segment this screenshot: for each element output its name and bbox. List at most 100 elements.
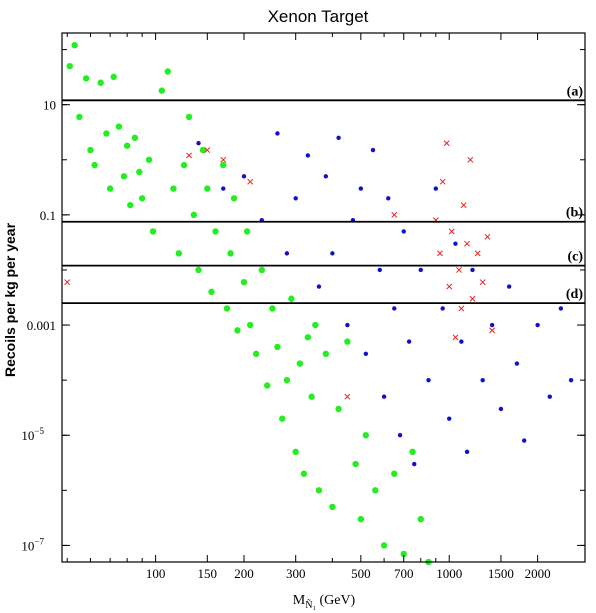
- x-tick-label: 300: [286, 566, 306, 581]
- green-point: [120, 173, 128, 180]
- blue-point: [426, 377, 431, 383]
- green-point: [66, 62, 73, 70]
- x-tick-label: 500: [351, 566, 371, 581]
- green-point: [131, 134, 139, 142]
- green-point: [296, 360, 304, 367]
- green-point: [344, 338, 351, 345]
- red-x-point: [344, 393, 351, 400]
- green-point: [195, 266, 202, 274]
- green-point: [158, 87, 166, 94]
- blue-point: [293, 196, 298, 201]
- blue-point: [464, 449, 470, 455]
- blue-point: [345, 322, 350, 328]
- blue-point: [323, 174, 329, 179]
- green-point: [190, 211, 198, 219]
- blue-point: [470, 267, 475, 273]
- red-x-point: [479, 279, 486, 286]
- green-point: [180, 161, 188, 169]
- green-point: [322, 350, 330, 358]
- x-tick-label: 1500: [488, 566, 514, 581]
- red-x-point: [247, 178, 254, 185]
- blue-point: [418, 267, 423, 273]
- green-point: [175, 250, 183, 257]
- blue-point: [535, 322, 540, 328]
- red-x-point: [443, 140, 450, 147]
- blue-point: [440, 306, 445, 311]
- blue-point: [284, 251, 290, 256]
- blue-point: [514, 361, 520, 366]
- blue-point: [568, 377, 574, 383]
- blue-point: [316, 284, 322, 289]
- green-point: [400, 550, 407, 558]
- green-point: [208, 288, 215, 296]
- red-x-point: [484, 233, 491, 240]
- red-x-point: [460, 202, 467, 209]
- green-point: [76, 113, 83, 121]
- x-axis-label-unit: (GeV): [319, 593, 355, 608]
- green-point: [220, 161, 227, 169]
- red-x-point: [469, 295, 476, 302]
- blue-point: [336, 135, 341, 141]
- blue-point: [370, 147, 376, 153]
- red-x-point: [446, 283, 453, 290]
- green-point: [417, 515, 424, 523]
- x-tick-label: 200: [234, 566, 254, 581]
- green-point: [308, 393, 315, 400]
- blue-point: [521, 438, 527, 443]
- x-axis-label-main: M: [293, 593, 306, 608]
- blue-point: [401, 229, 406, 234]
- threshold-label: (d): [566, 287, 583, 302]
- blue-point: [506, 284, 512, 289]
- red-x-point: [467, 156, 474, 163]
- green-point: [123, 142, 131, 149]
- blue-point: [498, 406, 504, 412]
- green-point: [335, 405, 342, 413]
- green-point: [315, 487, 323, 494]
- blue-point: [196, 140, 201, 146]
- red-x-point: [458, 305, 465, 312]
- y-tick-label: 10: [43, 98, 56, 113]
- green-point: [300, 470, 308, 477]
- blue-point: [447, 416, 452, 421]
- green-point: [103, 130, 110, 137]
- green-point: [164, 68, 171, 75]
- green-point: [357, 515, 365, 523]
- red-x-point: [220, 156, 227, 163]
- red-x-point: [391, 211, 398, 218]
- y-axis-label: Recoils per kg per year: [2, 222, 18, 377]
- blue-point: [275, 131, 280, 136]
- chart-title: Xenon Target: [268, 7, 369, 26]
- green-point: [312, 321, 319, 329]
- red-x-point: [437, 250, 443, 257]
- red-x-point: [464, 240, 471, 247]
- red-x-point: [64, 279, 71, 286]
- red-x-point: [474, 250, 481, 257]
- green-point: [380, 542, 388, 549]
- y-tick-label: 0.001: [27, 318, 56, 333]
- blue-point: [558, 306, 564, 311]
- green-point: [145, 156, 153, 163]
- green-point: [240, 278, 248, 286]
- threshold-label: (a): [567, 84, 584, 99]
- green-point: [212, 228, 219, 235]
- x-axis-label-sub: Ñ₁: [305, 599, 316, 611]
- blue-point: [241, 174, 247, 179]
- green-point: [87, 146, 94, 154]
- blue-point: [392, 306, 397, 311]
- blue-point: [221, 186, 226, 191]
- blue-point: [358, 186, 364, 191]
- green-point: [204, 185, 211, 192]
- threshold-label: (b): [566, 206, 583, 221]
- green-point: [199, 146, 207, 154]
- x-tick-label: 150: [198, 566, 218, 581]
- green-point: [304, 334, 312, 341]
- blue-point: [480, 377, 485, 383]
- red-x-point: [489, 327, 496, 334]
- blue-point: [453, 241, 458, 246]
- blue-point: [397, 433, 403, 438]
- green-point: [234, 327, 241, 334]
- red-x-point: [204, 147, 211, 154]
- blue-point: [489, 322, 495, 328]
- green-point: [106, 185, 114, 192]
